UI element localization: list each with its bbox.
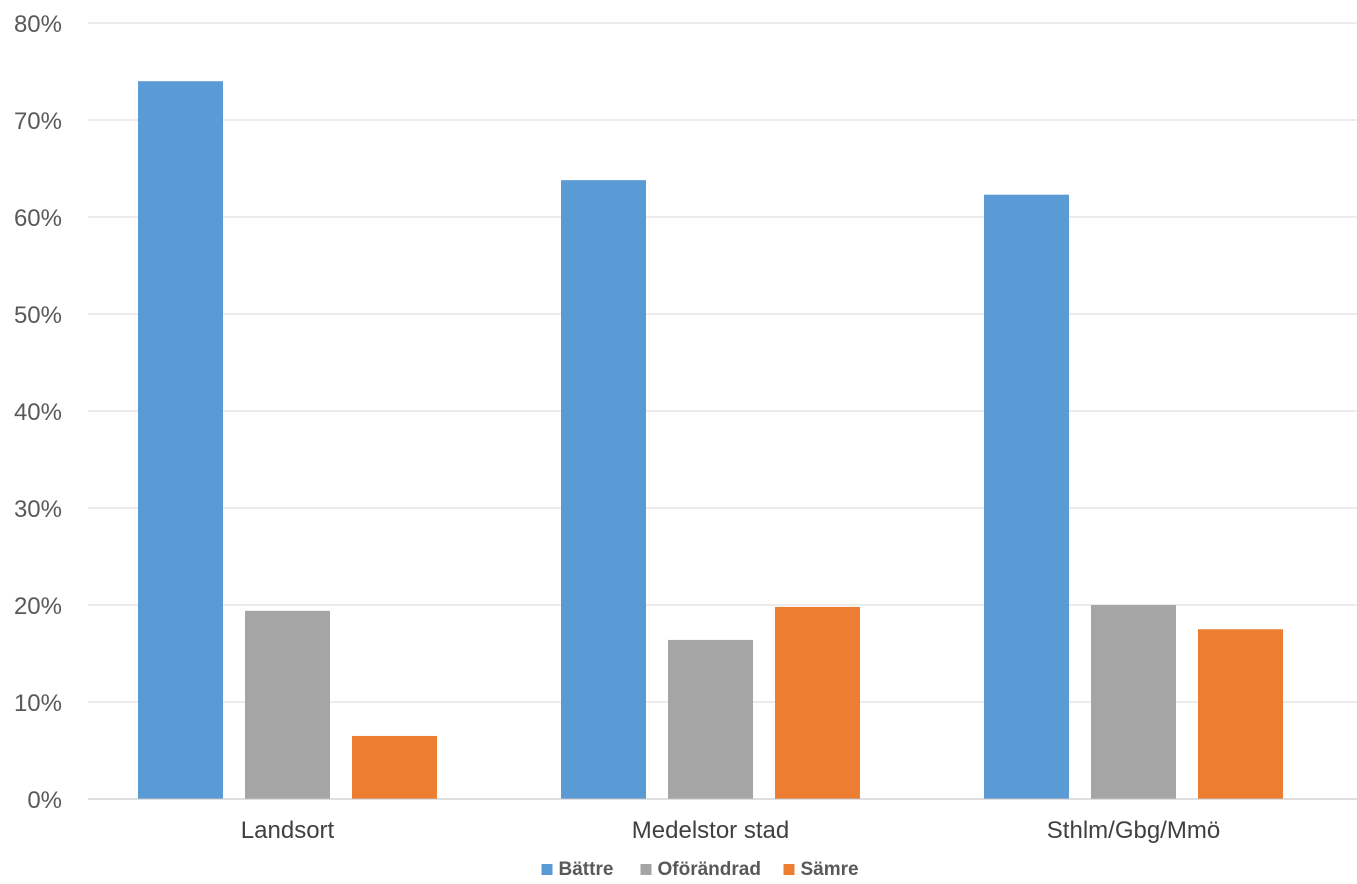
- y-tick-label: 80%: [14, 11, 62, 38]
- y-tick-label: 10%: [14, 690, 62, 717]
- bar-bättre-2: [561, 180, 646, 799]
- y-tick-label: 30%: [14, 496, 62, 523]
- y-tick-label: 50%: [14, 302, 62, 329]
- y-tick-label: 60%: [14, 205, 62, 232]
- bar-oförändrad-1: [245, 610, 330, 799]
- legend-label: Bättre: [559, 859, 614, 880]
- bar-bättre-3: [984, 194, 1069, 799]
- legend-swatch: [783, 864, 795, 875]
- y-axis-tick-labels: 0% 10% 20% 30% 40% 50% 60% 70% 80%: [14, 11, 62, 814]
- legend: Bättre Oförändrad Sämre: [541, 859, 859, 880]
- bar-oförändrad-3: [1091, 605, 1176, 799]
- x-category-label: Sthlm/Gbg/Mmö: [1047, 817, 1220, 844]
- y-tick-label: 40%: [14, 399, 62, 426]
- x-axis-category-labels: Landsort Medelstor stad Sthlm/Gbg/Mmö: [241, 817, 1220, 844]
- bar-sämre-2: [775, 606, 860, 799]
- legend-swatch: [541, 864, 553, 875]
- legend-swatch: [640, 864, 652, 875]
- bar-sämre-3: [1198, 629, 1283, 799]
- legend-label: Sämre: [801, 859, 859, 880]
- legend-label: Oförändrad: [658, 859, 761, 880]
- y-tick-label: 20%: [14, 593, 62, 620]
- bar-bättre-1: [138, 81, 223, 799]
- bar-sämre-1: [352, 735, 437, 799]
- bars: [138, 81, 1283, 799]
- y-tick-label: 0%: [27, 787, 62, 814]
- x-category-label: Medelstor stad: [632, 817, 789, 844]
- y-tick-label: 70%: [14, 108, 62, 135]
- x-category-label: Landsort: [241, 817, 335, 844]
- gridlines: [88, 22, 1357, 703]
- bar-oförändrad-2: [668, 639, 753, 799]
